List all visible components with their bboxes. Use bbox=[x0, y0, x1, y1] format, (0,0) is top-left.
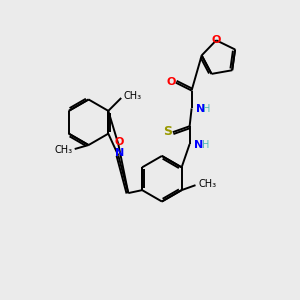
Text: CH₃: CH₃ bbox=[55, 145, 73, 155]
Text: N: N bbox=[115, 148, 124, 158]
Text: N: N bbox=[196, 104, 205, 114]
Text: CH₃: CH₃ bbox=[199, 179, 217, 189]
Text: CH₃: CH₃ bbox=[123, 91, 141, 101]
Text: O: O bbox=[212, 35, 221, 45]
Text: O: O bbox=[166, 76, 176, 87]
Text: N: N bbox=[194, 140, 203, 150]
Text: H: H bbox=[202, 140, 209, 150]
Text: H: H bbox=[203, 104, 211, 114]
Text: O: O bbox=[115, 137, 124, 147]
Text: S: S bbox=[163, 125, 172, 138]
